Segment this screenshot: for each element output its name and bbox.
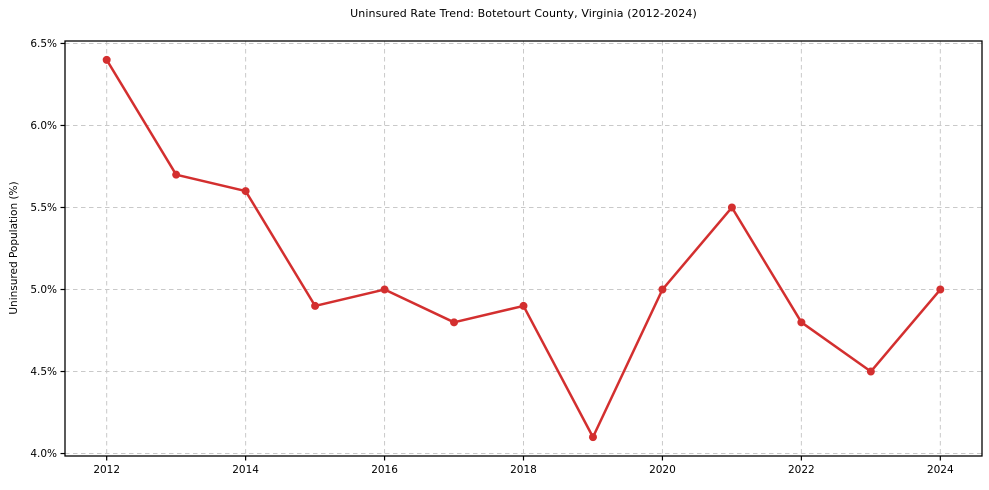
data-point bbox=[658, 285, 667, 294]
data-point bbox=[519, 301, 528, 310]
data-point bbox=[727, 203, 736, 212]
chart-title: Uninsured Rate Trend: Botetourt County, … bbox=[350, 7, 697, 20]
data-point bbox=[866, 367, 875, 376]
y-tick-label: 4.5% bbox=[30, 366, 57, 378]
data-point bbox=[936, 285, 945, 294]
x-tick-label: 2022 bbox=[788, 464, 815, 476]
y-tick-label: 5.5% bbox=[30, 202, 57, 214]
data-point bbox=[311, 301, 320, 310]
x-tick-label: 2014 bbox=[232, 464, 259, 476]
y-tick-label: 5.0% bbox=[30, 284, 57, 296]
x-tick-label: 2012 bbox=[93, 464, 120, 476]
data-point bbox=[380, 285, 389, 294]
data-point bbox=[588, 433, 597, 442]
x-tick-label: 2020 bbox=[649, 464, 676, 476]
data-point bbox=[172, 170, 181, 179]
data-point bbox=[102, 55, 111, 64]
x-tick-label: 2024 bbox=[927, 464, 954, 476]
data-point bbox=[797, 318, 806, 327]
data-point bbox=[241, 187, 250, 196]
x-tick-label: 2018 bbox=[510, 464, 537, 476]
y-tick-label: 6.5% bbox=[30, 38, 57, 50]
y-tick-label: 4.0% bbox=[30, 448, 57, 460]
y-tick-label: 6.0% bbox=[30, 120, 57, 132]
data-point bbox=[450, 318, 459, 327]
x-tick-label: 2016 bbox=[371, 464, 398, 476]
